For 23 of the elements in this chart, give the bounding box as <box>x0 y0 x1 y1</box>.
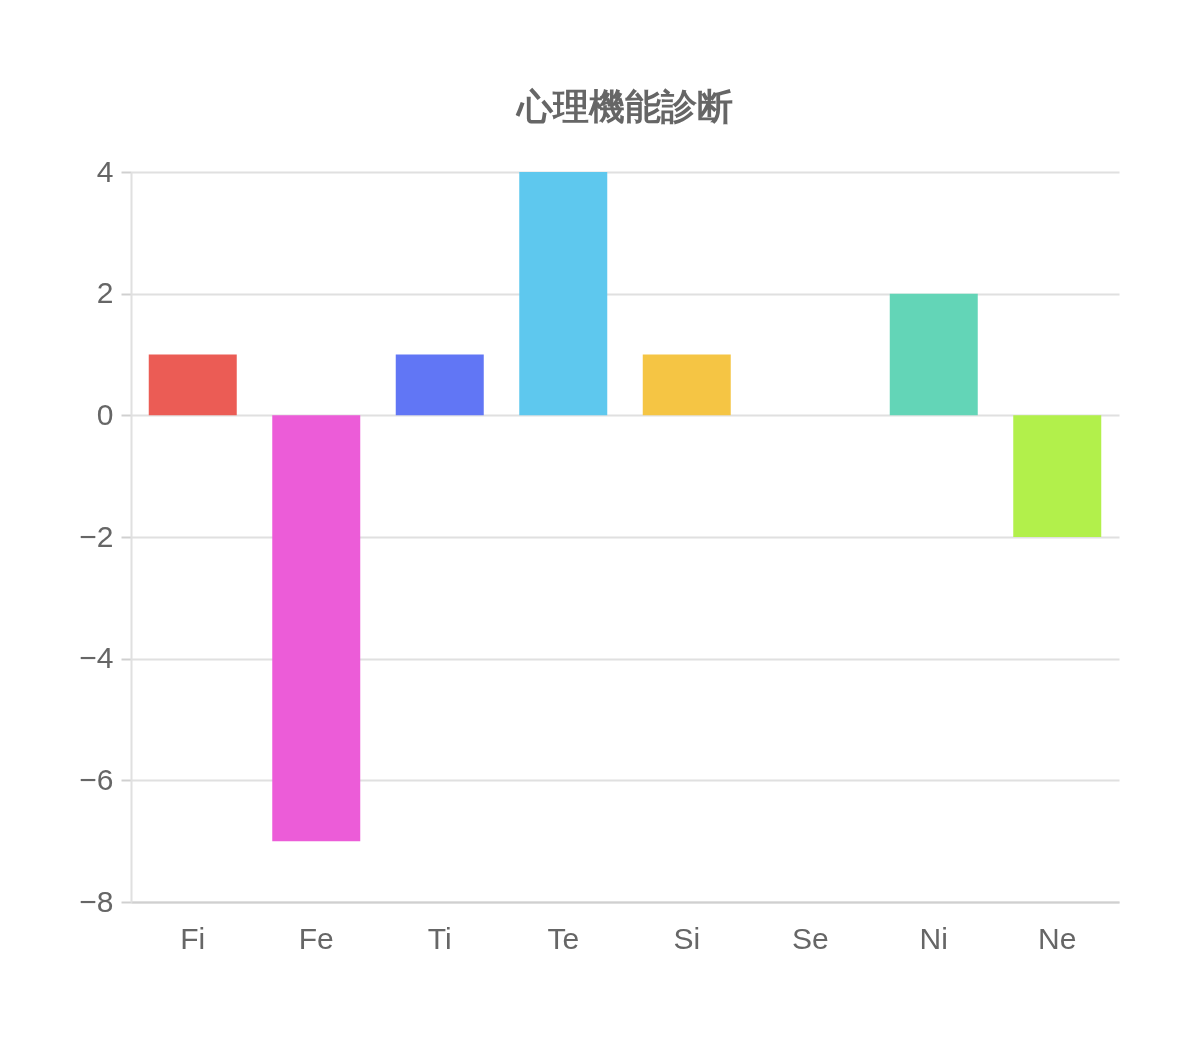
y-tick-label: 4 <box>96 154 114 188</box>
y-tick-label: −6 <box>79 762 114 796</box>
chart-title: 心理機能診断 <box>515 86 733 127</box>
y-tick-label: −2 <box>79 519 114 553</box>
bar <box>519 172 608 416</box>
x-tick-label: Si <box>673 921 701 955</box>
bar <box>272 415 361 842</box>
bar <box>395 354 484 416</box>
bar <box>1013 415 1102 537</box>
x-tick-label: Fi <box>180 921 206 955</box>
y-tick-label: −8 <box>79 884 114 918</box>
y-tick-label: −4 <box>79 641 114 675</box>
x-tick-label: Ne <box>1038 921 1077 955</box>
x-tick-label: Fe <box>298 921 334 955</box>
x-tick-label: Se <box>791 921 829 955</box>
bar <box>642 354 731 416</box>
y-tick-label: 0 <box>96 397 114 431</box>
y-tick-label: 2 <box>96 276 114 310</box>
x-tick-label: Te <box>547 921 580 955</box>
x-tick-label: Ti <box>427 921 452 955</box>
bar <box>889 293 978 416</box>
bar <box>148 354 237 416</box>
x-tick-label: Ni <box>919 921 948 955</box>
